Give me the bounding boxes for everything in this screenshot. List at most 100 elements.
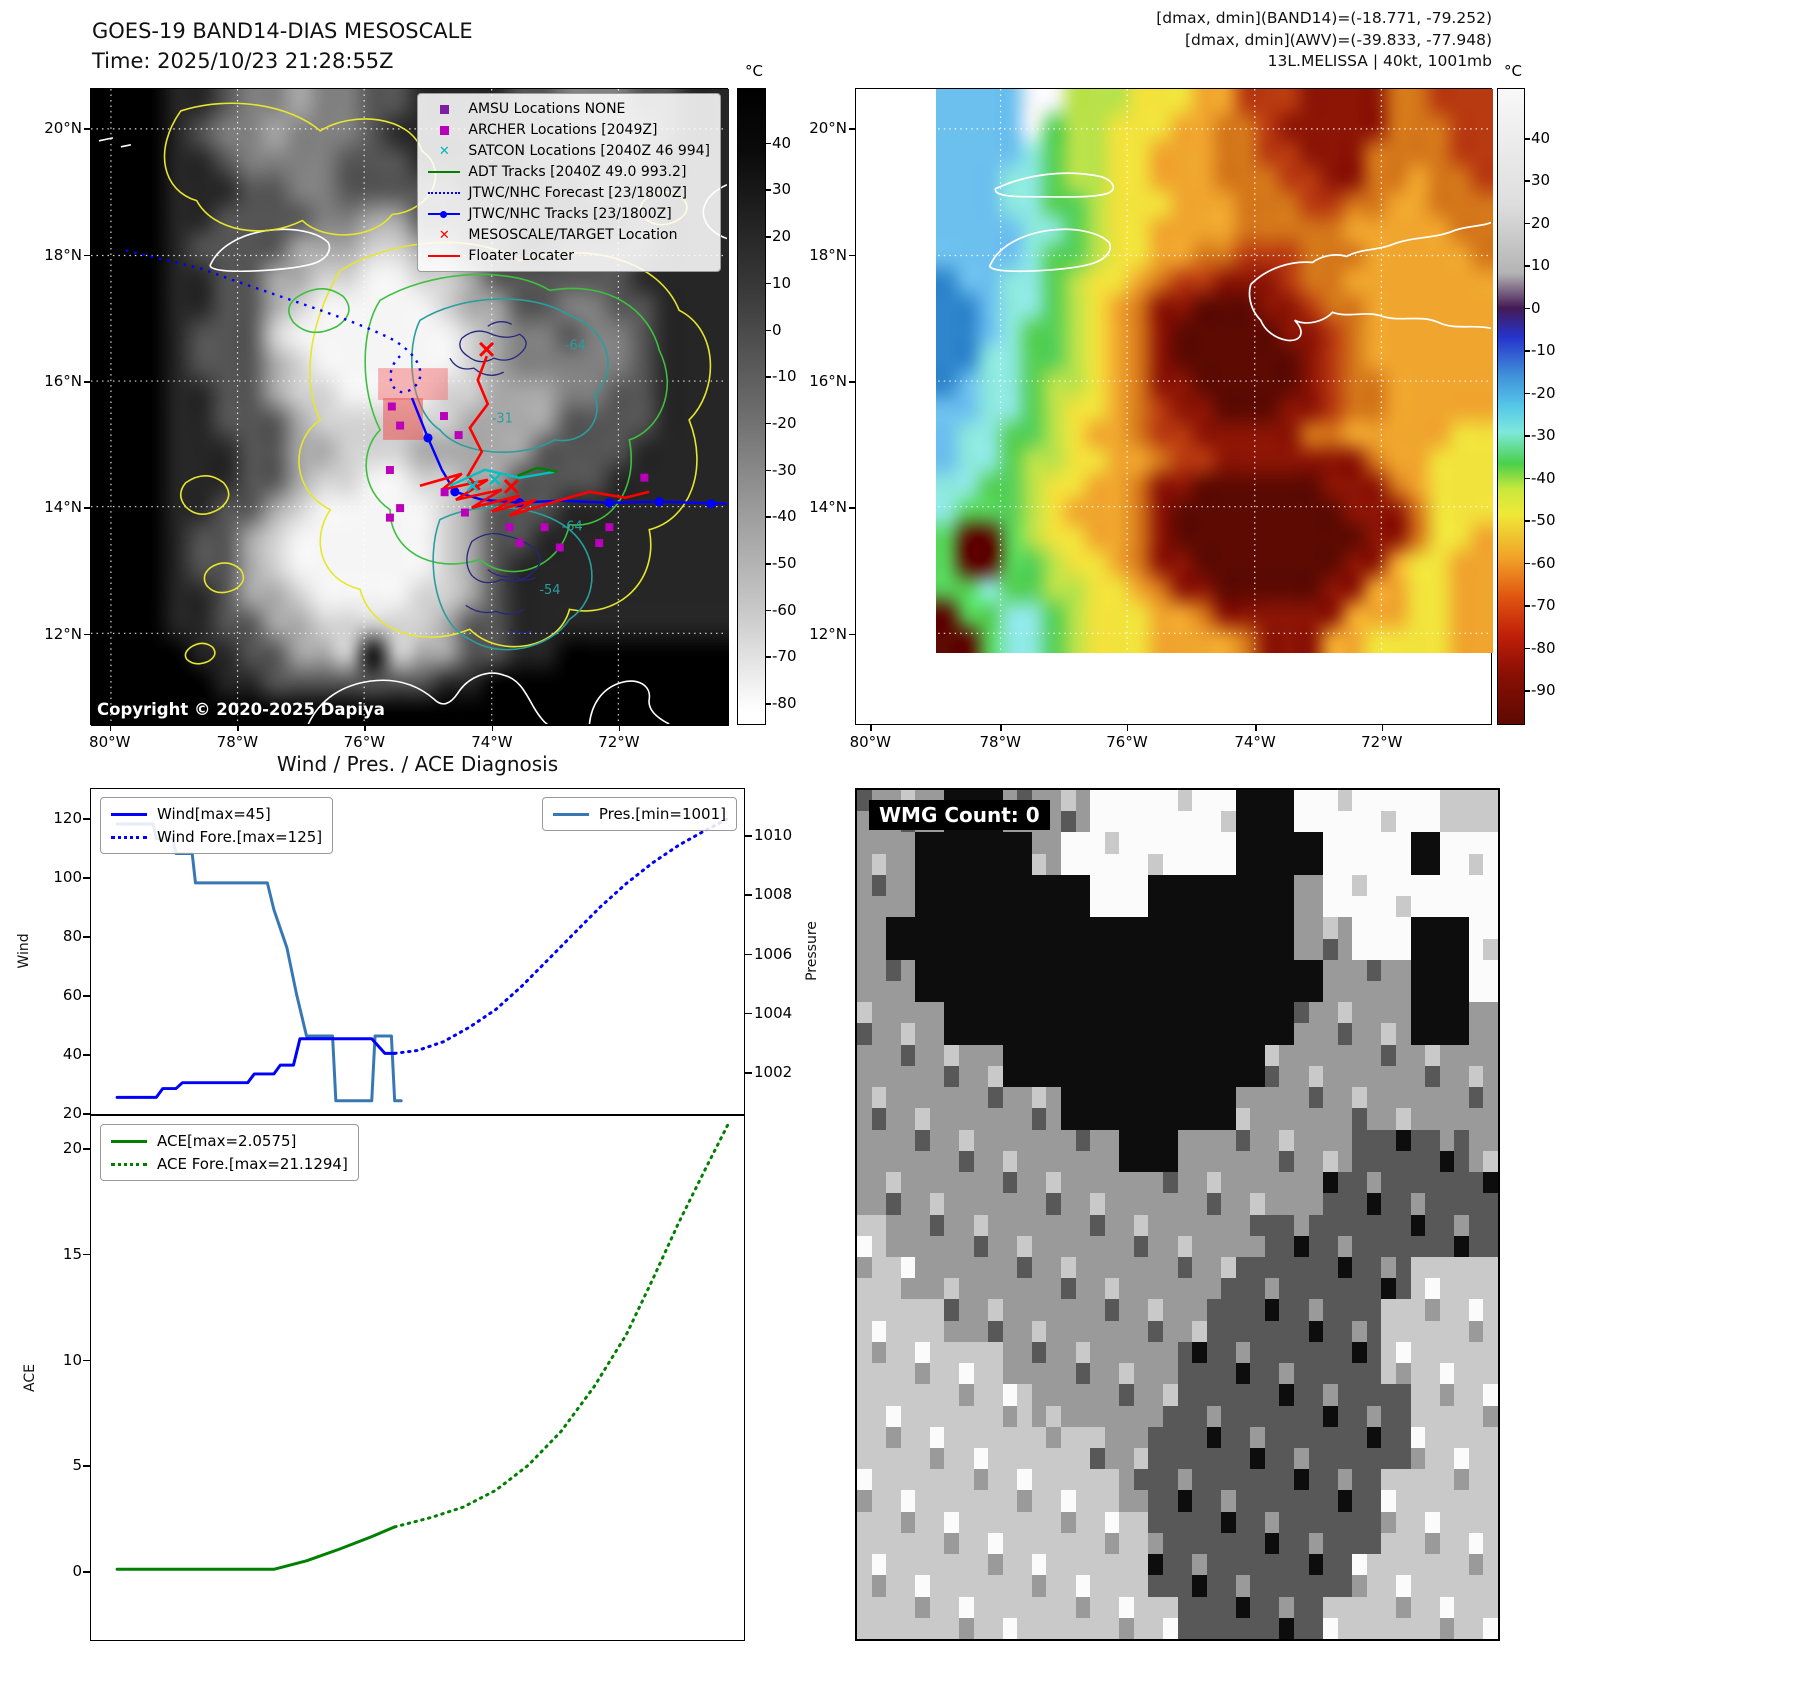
contour-label: -54 bbox=[539, 583, 560, 598]
tick-mark bbox=[870, 725, 872, 731]
tick-mark bbox=[766, 236, 771, 238]
colorbar-tick-label: -80 bbox=[772, 694, 797, 713]
tick-mark bbox=[766, 376, 771, 378]
awv-colorbar-unit: °C bbox=[1504, 62, 1522, 80]
tick-mark bbox=[83, 1465, 90, 1467]
colorbar-tick-label: -30 bbox=[772, 460, 797, 479]
legend-line-icon bbox=[428, 254, 461, 257]
tick-mark bbox=[849, 128, 855, 130]
target-x-marker bbox=[479, 341, 495, 357]
awv-overlay bbox=[856, 89, 1491, 724]
tick-mark bbox=[766, 469, 771, 472]
legend-swatch-line bbox=[428, 166, 461, 179]
tick-mark bbox=[83, 995, 90, 997]
colorbar-tick-label: 30 bbox=[772, 180, 792, 199]
chart-legend-label: ACE Fore.[max=21.1294] bbox=[157, 1155, 348, 1173]
y-tick-label: 1010 bbox=[754, 826, 793, 845]
diagnosis-title: Wind / Pres. / ACE Diagnosis bbox=[276, 752, 559, 776]
x-tick-label: 72°W bbox=[598, 733, 640, 751]
contours-navy bbox=[449, 321, 541, 634]
tick-mark bbox=[1525, 435, 1530, 437]
tick-mark bbox=[84, 128, 90, 130]
archer-marker bbox=[640, 473, 649, 482]
colorbar-tick-label: 10 bbox=[1531, 256, 1551, 275]
tick-mark bbox=[83, 877, 90, 879]
tick-mark bbox=[1000, 725, 1002, 731]
y-tick-label: 1008 bbox=[754, 885, 793, 904]
tick-mark bbox=[491, 725, 494, 731]
pressure-ylabel: Pressure bbox=[804, 921, 820, 981]
wmg-image bbox=[857, 790, 1498, 1639]
legend-line-icon bbox=[111, 812, 147, 816]
wind-pressure-chart bbox=[90, 788, 745, 1115]
band14-title-block: GOES-19 BAND14-DIAS MESOSCALE Time: 2025… bbox=[92, 16, 473, 77]
band14-colorbar-unit: °C bbox=[745, 62, 763, 80]
wmg-panel: WMG Count: 0 bbox=[855, 788, 1500, 1641]
archer-marker bbox=[460, 508, 469, 517]
contours-green bbox=[288, 273, 669, 573]
tick-mark bbox=[83, 1253, 90, 1256]
target-shade-box bbox=[378, 368, 448, 401]
x-tick-label: 72°W bbox=[1361, 733, 1403, 751]
tick-mark bbox=[109, 725, 112, 731]
tick-mark bbox=[766, 329, 771, 332]
series-pres-min- bbox=[115, 822, 403, 1103]
tick-mark bbox=[1525, 265, 1530, 267]
map-legend-item: ✕ SATCON Locations [2040Z 46 994] bbox=[428, 143, 710, 159]
legend-square-icon bbox=[439, 125, 449, 135]
tick-mark bbox=[83, 936, 90, 938]
contour-label: -64 bbox=[565, 338, 586, 353]
target-x-marker bbox=[503, 478, 519, 495]
series-wind-max- bbox=[115, 1037, 397, 1099]
colorbar-tick-label: -90 bbox=[1531, 681, 1556, 700]
y-tick-label: 14°N bbox=[809, 498, 847, 517]
colorbar-tick-label: 30 bbox=[1531, 171, 1551, 190]
y-tick-label: 5 bbox=[72, 1456, 82, 1475]
tick-mark bbox=[83, 1359, 90, 1362]
y-tick-label: 12°N bbox=[809, 624, 847, 643]
band14-map-panel: -64 -31 -64 -54 AMSU Locations NONE ARCHER L… bbox=[90, 88, 729, 726]
contour-label: -64 bbox=[562, 519, 583, 534]
y-tick-label: 15 bbox=[62, 1244, 82, 1263]
colorbar-tick-label: -40 bbox=[1531, 468, 1556, 487]
tick-mark bbox=[849, 254, 855, 257]
tick-mark bbox=[766, 422, 771, 425]
band14-colorbar bbox=[737, 88, 766, 725]
tick-mark bbox=[766, 656, 771, 658]
colorbar-tick-label: -40 bbox=[772, 507, 797, 526]
band14-time: Time: 2025/10/23 21:28:55Z bbox=[92, 49, 394, 74]
archer-marker bbox=[385, 466, 394, 474]
tick-mark bbox=[237, 725, 239, 731]
archer-marker bbox=[440, 488, 449, 497]
archer-marker bbox=[515, 539, 524, 548]
legend-line-icon bbox=[552, 812, 589, 816]
map-legend-label: JTWC/NHC Tracks [23/1800Z] bbox=[468, 206, 672, 222]
legend-line-icon bbox=[428, 191, 461, 194]
legend-dot-icon bbox=[440, 210, 448, 218]
x-tick-label: 78°W bbox=[979, 733, 1021, 751]
legend-line-icon bbox=[111, 835, 147, 839]
y-tick-label: 120 bbox=[53, 809, 82, 828]
y-tick-label: 20 bbox=[62, 1139, 82, 1158]
ace-legend: ACE[max=2.0575] ACE Fore.[max=21.1294] bbox=[100, 1124, 359, 1181]
map-legend-item: Floater Locater bbox=[428, 248, 710, 264]
coastlines bbox=[989, 172, 1491, 342]
chart-legend-item: Wind Fore.[max=125] bbox=[111, 828, 322, 846]
x-tick-label: 78°W bbox=[216, 733, 259, 751]
tick-mark bbox=[84, 633, 90, 636]
awv-satellite-image bbox=[936, 89, 1493, 653]
archer-marker bbox=[540, 523, 549, 532]
tick-mark bbox=[1525, 520, 1530, 522]
tick-mark bbox=[84, 381, 90, 383]
tick-mark bbox=[1381, 725, 1384, 731]
y-tick-label: 16°N bbox=[809, 372, 847, 391]
tick-mark bbox=[766, 609, 771, 612]
y-tick-label: 100 bbox=[53, 868, 82, 887]
archer-marker bbox=[439, 412, 448, 421]
tick-mark bbox=[1525, 647, 1530, 650]
floater-track bbox=[419, 355, 650, 517]
archer-marker bbox=[454, 431, 463, 440]
wmg-count-label: WMG Count: 0 bbox=[869, 800, 1050, 830]
x-tick-label: 76°W bbox=[343, 733, 386, 751]
pressure-legend: Pres.[min=1001] bbox=[541, 797, 737, 831]
